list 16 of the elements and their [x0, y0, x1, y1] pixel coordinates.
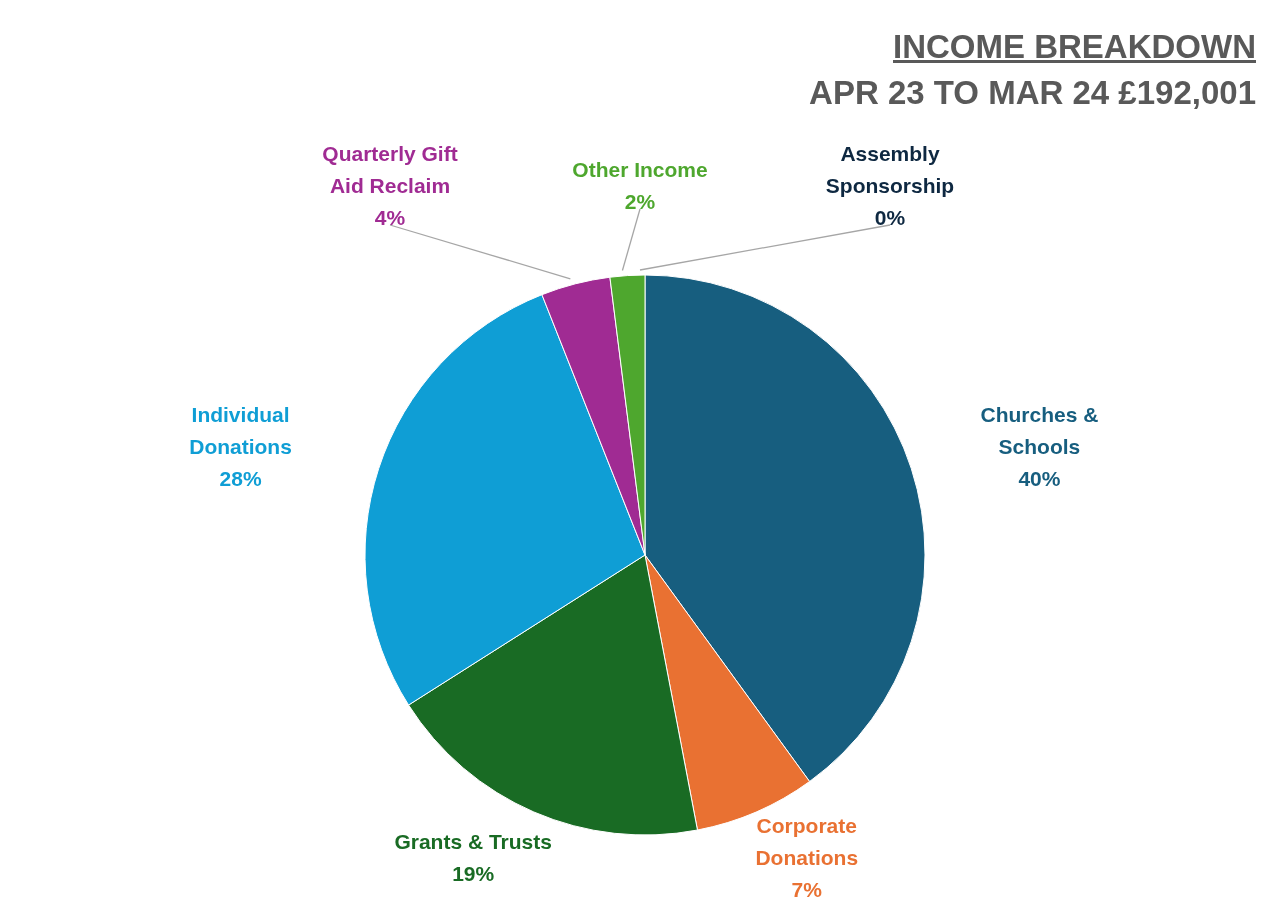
data-label: 40%: [1018, 466, 1061, 490]
slice-label: Grants & Trusts: [394, 829, 552, 853]
data-label: 7%: [791, 877, 823, 901]
data-label: 4%: [374, 205, 406, 229]
category-label: Assembly Sponsorship: [825, 141, 955, 197]
slice-label: Quarterly Gift Aid Reclaim: [322, 141, 458, 197]
slice-label: Other Income: [572, 157, 708, 181]
chart-title: INCOME BREAKDOWN: [892, 27, 1256, 67]
chart-subtitle: APR 23 TO MAR 24 £192,001: [809, 73, 1256, 113]
slice-label: Churches & Schools: [980, 402, 1099, 458]
data-label: 2%: [624, 189, 656, 213]
text: 0%: [874, 205, 906, 229]
slice-label: Individual Donations: [189, 402, 292, 458]
data-label: 28%: [219, 466, 262, 490]
data-label: 19%: [452, 861, 495, 885]
slice-label: Corporate Donations: [755, 813, 859, 869]
